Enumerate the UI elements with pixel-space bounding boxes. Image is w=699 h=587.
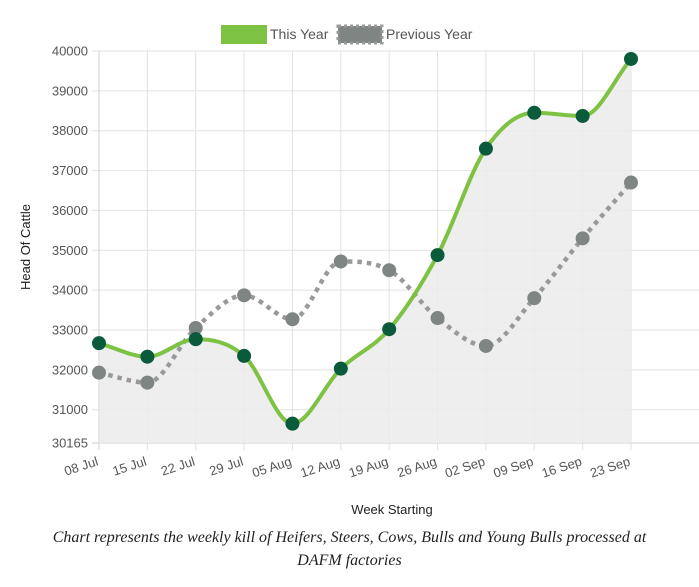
data-point-this-year[interactable] xyxy=(285,416,300,431)
x-tick-label: 02 Sep xyxy=(443,454,487,481)
data-point-this-year[interactable] xyxy=(478,141,493,156)
data-points xyxy=(92,51,638,431)
data-point-previous-year[interactable] xyxy=(333,254,348,269)
data-point-this-year[interactable] xyxy=(624,51,638,66)
x-tick-label: 19 Aug xyxy=(347,454,390,481)
y-tick-label: 36000 xyxy=(52,203,88,218)
legend-label-previous-year: Previous Year xyxy=(386,26,473,42)
chart-caption: Chart represents the weekly kill of Heif… xyxy=(0,526,699,572)
legend-item-this-year[interactable]: This Year xyxy=(221,25,329,44)
x-tick-label: 22 Jul xyxy=(159,454,197,479)
y-tick-label: 35000 xyxy=(52,243,88,258)
x-axis-label: Week Starting xyxy=(351,502,432,517)
caption-line-1: Chart represents the weekly kill of Heif… xyxy=(52,529,647,546)
x-tick-label: 29 Jul xyxy=(207,454,245,479)
data-point-this-year[interactable] xyxy=(237,348,252,363)
x-axis-ticks: 08 Jul 15 Jul 22 Jul 29 Jul 05 Aug 12 Aug 19 A… xyxy=(62,454,632,481)
chart-container: This Year Previous Year 40000 39000 38000 3… xyxy=(18,24,699,517)
legend: This Year Previous Year xyxy=(221,24,473,45)
y-tick-label: 31000 xyxy=(52,402,88,417)
legend-swatch-previous-year xyxy=(336,24,384,45)
data-point-this-year[interactable] xyxy=(333,361,348,376)
data-point-previous-year[interactable] xyxy=(382,263,397,278)
legend-swatch-this-year xyxy=(221,25,267,44)
data-point-this-year[interactable] xyxy=(188,332,203,347)
data-point-this-year[interactable] xyxy=(140,349,155,364)
data-point-previous-year[interactable] xyxy=(92,365,106,380)
x-tick-label: 26 Aug xyxy=(395,454,438,481)
area-this-year xyxy=(99,58,631,444)
x-tick-label: 12 Aug xyxy=(299,454,342,481)
y-axis-label: Head Of Cattle xyxy=(18,204,33,290)
series-line-previous-year xyxy=(98,181,633,385)
x-tick-label: 09 Sep xyxy=(491,454,535,481)
data-point-previous-year[interactable] xyxy=(285,312,300,327)
data-point-previous-year[interactable] xyxy=(478,338,493,353)
y-tick-label: 33000 xyxy=(52,323,88,338)
data-point-previous-year[interactable] xyxy=(237,288,252,303)
data-point-previous-year[interactable] xyxy=(527,291,542,306)
data-point-previous-year[interactable] xyxy=(624,175,638,190)
y-tick-label: 34000 xyxy=(52,283,88,298)
data-point-this-year[interactable] xyxy=(527,105,542,120)
data-point-previous-year[interactable] xyxy=(575,231,590,246)
x-tick-label: 08 Jul xyxy=(62,454,100,479)
y-tick-label: 30165 xyxy=(52,436,88,451)
line-chart: This Year Previous Year 40000 39000 38000 3… xyxy=(18,24,699,517)
y-tick-label: 39000 xyxy=(52,83,88,98)
y-tick-label: 37000 xyxy=(52,163,88,178)
x-tick-label: 23 Sep xyxy=(588,454,632,481)
x-tick-label: 15 Jul xyxy=(111,454,149,479)
data-point-this-year[interactable] xyxy=(382,322,397,337)
area-fill xyxy=(99,58,631,444)
data-point-previous-year[interactable] xyxy=(140,375,155,390)
x-tick-label: 05 Aug xyxy=(250,454,293,481)
caption-line-2: DAFM factories xyxy=(297,552,402,569)
y-tick-label: 38000 xyxy=(52,123,88,138)
data-point-this-year[interactable] xyxy=(575,108,590,123)
data-point-previous-year[interactable] xyxy=(430,311,445,326)
x-tick-label: 16 Sep xyxy=(540,454,584,481)
legend-label-this-year: This Year xyxy=(270,26,329,42)
data-point-this-year[interactable] xyxy=(430,248,445,263)
y-axis-ticks: 40000 39000 38000 37000 36000 35000 34000 33000… xyxy=(52,44,88,451)
y-tick-label: 32000 xyxy=(52,362,88,377)
legend-item-previous-year[interactable]: Previous Year xyxy=(336,24,473,45)
y-tick-label: 40000 xyxy=(52,44,88,59)
data-point-this-year[interactable] xyxy=(92,336,106,351)
